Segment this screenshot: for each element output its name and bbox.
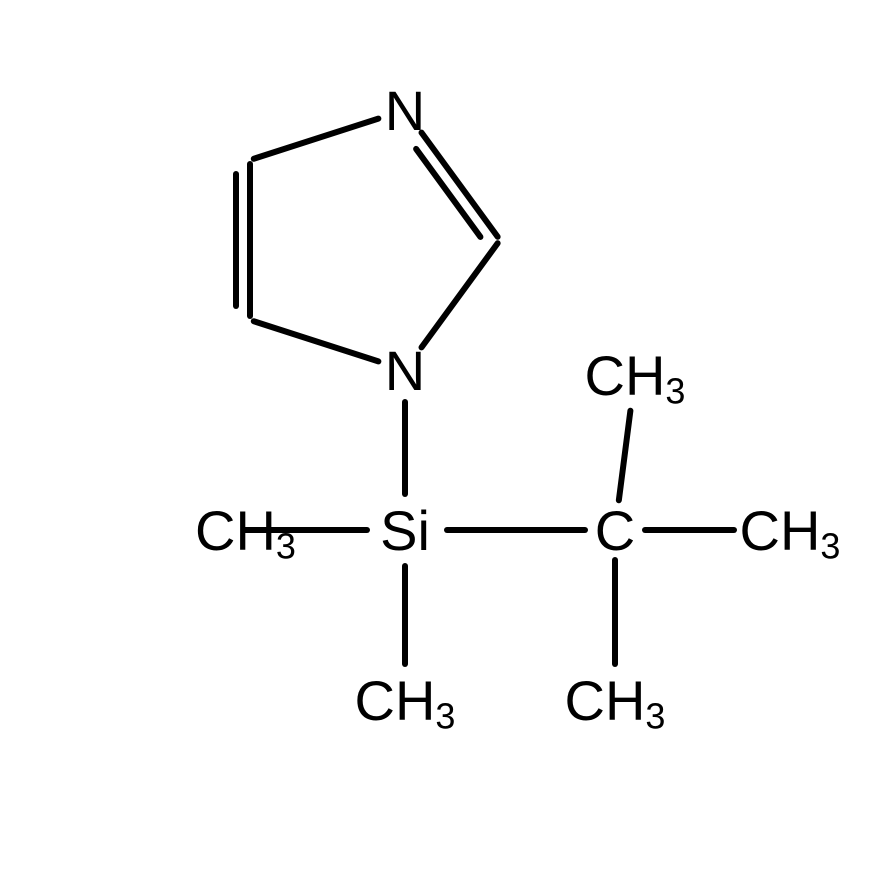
bond [416,133,498,237]
atom-label-CH3_t_U: CH3 [585,344,686,412]
atom-label-C_t: C [595,499,635,562]
bond [422,243,498,347]
bond [619,411,631,501]
atom-label-N_lower: N [385,339,425,402]
atom-label-CH3_t_R: CH3 [740,499,841,567]
atom-label-CH3_t_D: CH3 [565,669,666,737]
atom-label-CH3_Si_D: CH3 [355,669,456,737]
bond [254,321,379,361]
chemical-structure-diagram: N N Si CH3 CH3 C CH3 CH3 CH3 [0,0,890,890]
atom-label-N_top: N [385,79,425,142]
bond [236,164,250,316]
bond [254,119,379,159]
atom-label-Si: Si [380,499,430,562]
atom-label-CH3_Si_L: CH3 [195,499,296,567]
